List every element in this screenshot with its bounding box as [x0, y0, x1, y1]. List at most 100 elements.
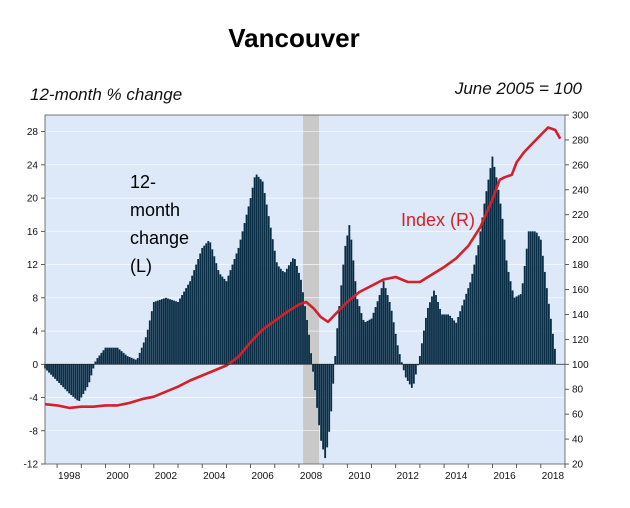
change-bar: [322, 364, 325, 450]
change-bar: [358, 306, 361, 365]
change-bar: [152, 301, 155, 365]
change-bar: [551, 333, 554, 365]
change-bar: [68, 364, 71, 394]
change-bar: [126, 356, 129, 365]
change-bar: [221, 276, 224, 365]
change-bar: [66, 364, 69, 392]
change-bar: [273, 250, 276, 365]
change-bar: [447, 314, 450, 365]
change-bar: [368, 319, 371, 365]
change-bar: [263, 193, 266, 365]
change-bar: [124, 354, 127, 365]
change-bar: [281, 271, 284, 365]
change-bar: [467, 288, 470, 365]
right-tick-label: 180: [572, 260, 589, 271]
left-tick-label: 20: [27, 194, 39, 205]
change-bar: [469, 282, 472, 365]
right-tick-label: 200: [572, 235, 589, 246]
change-bar: [82, 364, 85, 395]
right-tick-label: 240: [572, 185, 589, 196]
change-bar: [251, 187, 254, 365]
change-bar: [201, 247, 204, 365]
change-bar: [334, 355, 337, 365]
change-bar: [316, 364, 319, 408]
change-bar: [529, 231, 532, 365]
change-bar: [300, 279, 302, 365]
bars-annotation-line2: month: [130, 200, 180, 220]
change-bar: [479, 231, 482, 365]
change-bar: [535, 232, 538, 365]
change-bar: [76, 364, 79, 401]
change-bar: [102, 350, 105, 365]
change-bar: [519, 294, 522, 365]
change-bar: [481, 217, 484, 365]
right-axis-unit: June 2005 = 100: [454, 79, 583, 98]
left-axis: -12 -8 -4 0 4 8 12 16 20 24 28: [24, 127, 45, 471]
change-bar: [283, 272, 286, 365]
change-bar: [380, 288, 383, 365]
index-annotation: Index (R): [401, 210, 475, 230]
change-bar: [213, 256, 216, 365]
bars-annotation-line3: change: [130, 228, 189, 248]
change-bar: [517, 295, 520, 365]
change-bar: [531, 231, 534, 365]
change-bar: [441, 314, 443, 365]
change-bar: [435, 295, 437, 365]
x-tick-label: 2014: [445, 471, 468, 482]
change-bar: [489, 168, 492, 365]
change-bar: [487, 179, 490, 365]
change-bar: [158, 299, 161, 365]
change-bar: [144, 337, 147, 365]
x-tick-label: 2006: [252, 471, 275, 482]
change-bar: [459, 311, 462, 365]
change-bar: [229, 270, 232, 365]
change-bar: [386, 295, 389, 365]
change-bar: [177, 301, 179, 365]
right-tick-label: 140: [572, 310, 589, 321]
change-bar: [48, 364, 50, 373]
change-bar: [328, 364, 331, 432]
change-bar: [475, 255, 478, 365]
change-bar: [173, 300, 175, 365]
change-bar: [74, 364, 77, 399]
change-bar: [408, 364, 411, 385]
change-bar: [70, 364, 73, 396]
change-bar: [298, 272, 300, 365]
change-bar: [553, 348, 556, 365]
x-axis: 1998 2000 2002 2004 2006 2008 2010 2012 2014 2016…: [56, 464, 566, 482]
change-bar: [253, 177, 256, 365]
x-tick-label: 2002: [155, 471, 178, 482]
change-bar: [308, 334, 310, 365]
chart-title: Vancouver: [228, 23, 360, 53]
right-tick-label: 260: [572, 160, 589, 171]
change-bar: [509, 281, 512, 365]
change-bar: [493, 166, 496, 365]
change-bar: [346, 235, 349, 365]
change-bar: [511, 290, 514, 365]
change-bar: [169, 299, 171, 365]
left-tick-label: -4: [29, 393, 38, 404]
change-bar: [352, 260, 355, 365]
change-bar: [455, 322, 458, 365]
change-bar: [362, 319, 365, 365]
change-bar: [134, 359, 137, 365]
change-bar: [118, 349, 121, 365]
change-bar: [302, 292, 304, 365]
change-bar: [148, 320, 151, 365]
change-bar: [400, 362, 403, 365]
change-bar: [217, 270, 220, 365]
change-bar: [130, 357, 133, 365]
change-bar: [116, 347, 119, 365]
change-bar: [197, 259, 200, 365]
change-bar: [189, 281, 192, 365]
change-bar: [62, 364, 65, 388]
change-bar: [406, 364, 409, 381]
change-bar: [156, 300, 159, 365]
change-bar: [223, 278, 226, 365]
change-bar: [128, 357, 131, 365]
change-bar: [247, 206, 250, 365]
change-bar: [265, 204, 268, 365]
change-bar: [463, 299, 466, 365]
change-bar: [227, 275, 230, 365]
change-bar: [396, 345, 399, 365]
